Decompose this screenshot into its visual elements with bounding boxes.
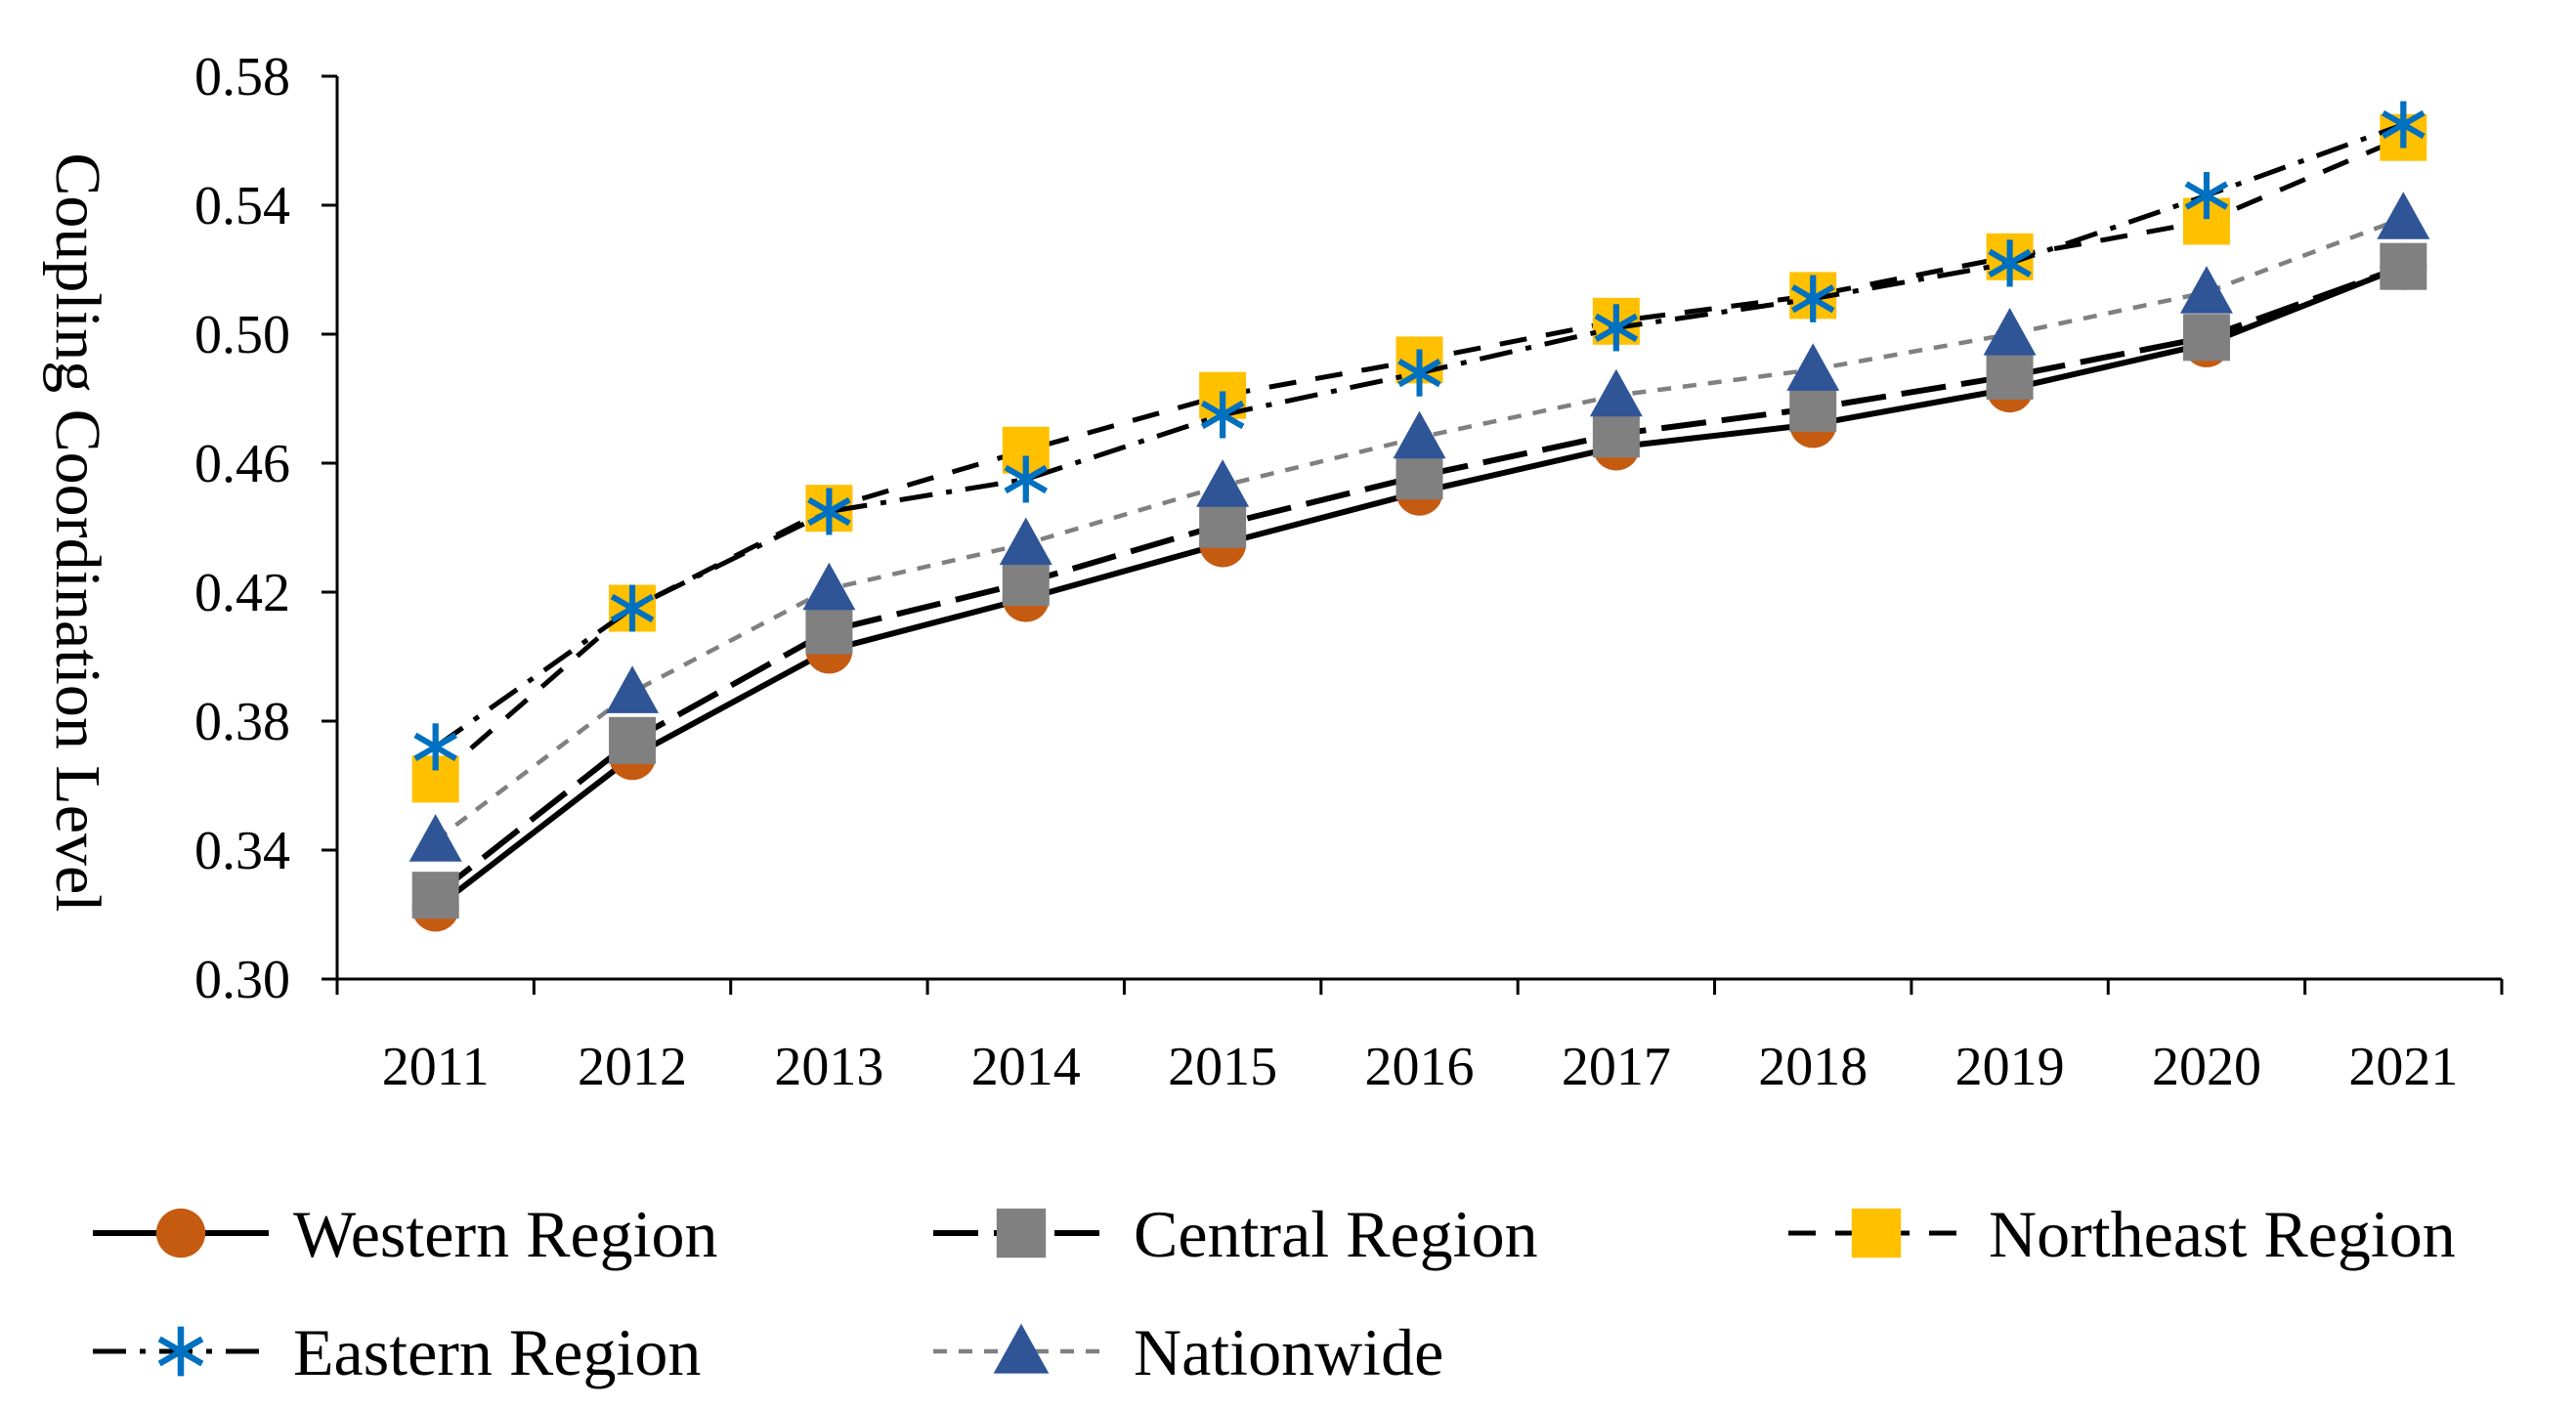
data-point [1789,384,1837,432]
legend-item-western-region: Western Region [93,1197,718,1271]
data-point [2382,101,2426,149]
data-point [411,872,459,919]
x-tick-label: 2012 [578,1037,687,1097]
y-tick-label: 0.58 [194,47,290,107]
data-point [1589,368,1643,417]
legend-marker [996,1208,1047,1259]
legend-label: Nationwide [1134,1315,1443,1389]
data-point [2179,266,2233,314]
legend-item-central-region: Central Region [933,1197,1538,1271]
data-point [413,723,457,771]
data-point [1004,455,1049,503]
data-point [1790,275,1835,322]
data-point [1199,500,1247,548]
y-tick-label: 0.50 [194,305,290,365]
x-tick-label: 2021 [2348,1037,2458,1097]
data-point [2184,172,2229,220]
data-point [1397,349,1441,397]
x-tick-label: 2020 [2152,1037,2261,1097]
x-tick-label: 2015 [1168,1037,1277,1097]
data-point [1395,452,1443,500]
axes: Coupling Coordination Level 0.30 0.34 0.38… [42,47,2504,1097]
series-line [434,216,2405,842]
series-nationwide [408,192,2430,862]
x-tick-label: 2011 [382,1037,490,1097]
data-point [999,517,1052,566]
y-tick-label: 0.42 [194,563,290,623]
series-eastern-region [413,101,2426,771]
legend-label: Western Region [293,1197,718,1271]
x-tick-label: 2018 [1758,1037,1868,1097]
x-tick-label: 2013 [774,1037,883,1097]
x-tick-label: 2019 [1955,1037,2065,1097]
legend: Western Region Central Region Northeast Re… [93,1197,2456,1389]
data-point [1393,410,1446,459]
series-group [408,101,2430,932]
data-point [802,562,856,611]
legend-marker [993,1323,1050,1374]
legend-item-eastern-region: Eastern Region [93,1315,701,1389]
data-point [805,607,853,655]
y-tick-label: 0.30 [194,950,290,1010]
data-point [408,814,462,862]
y-tick-label: 0.46 [194,434,290,494]
data-point [1196,459,1250,507]
data-point [1786,343,1840,391]
x-tick-label: 2016 [1365,1037,1475,1097]
data-point [1988,239,2032,287]
data-point [2377,192,2430,239]
data-point [606,665,660,713]
data-point [1002,559,1050,607]
legend-marker [155,1208,206,1259]
legend-label: Eastern Region [293,1315,701,1389]
data-point [1594,304,1639,352]
x-tick-label: 2014 [971,1037,1081,1097]
legend-label: Northeast Region [1989,1197,2456,1271]
legend-item-northeast-region: Northeast Region [1788,1197,2456,1271]
data-point [1592,410,1640,458]
data-point [609,716,657,764]
y-tick-label: 0.38 [194,692,290,752]
data-point [2182,314,2230,362]
legend-marker [157,1326,204,1377]
data-point [2380,242,2427,290]
data-point [1200,391,1245,439]
y-tick-label: 0.34 [194,821,290,881]
legend-item-nationwide: Nationwide [933,1315,1443,1389]
data-point [1983,308,2037,356]
x-tick-label: 2017 [1562,1037,1671,1097]
legend-marker [1851,1208,1902,1259]
data-point [807,488,851,535]
series-line [433,263,2405,898]
legend-label: Central Region [1134,1197,1538,1271]
data-point [610,584,655,632]
data-point [1986,352,2034,400]
y-tick-label: 0.54 [194,176,290,236]
y-axis-title: Coupling Coordination Level [42,152,113,912]
series-central-region [411,242,2427,919]
